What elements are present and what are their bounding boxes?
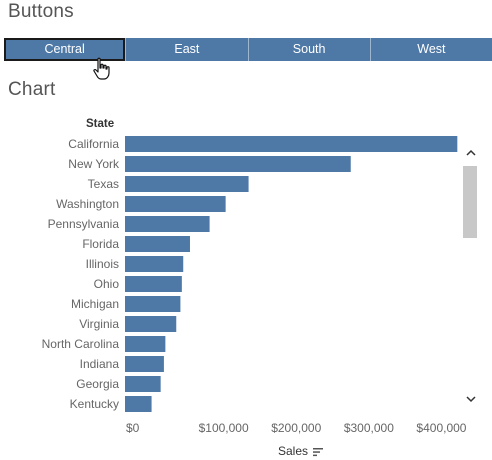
bar-washington[interactable] [125, 196, 226, 212]
bar-north-carolina[interactable] [125, 336, 166, 352]
scrollbar-thumb[interactable] [463, 166, 477, 238]
bar-texas[interactable] [125, 176, 249, 192]
x-axis-title: Sales [278, 444, 324, 458]
x-tick-label: $300,000 [344, 421, 394, 435]
bar-indiana[interactable] [125, 356, 164, 372]
buttons-section-title: Buttons [8, 1, 74, 22]
bar-ohio[interactable] [125, 276, 182, 292]
x-tick-label: $0 [126, 421, 140, 435]
category-axis-header: State [86, 118, 115, 130]
x-axis-title-text: Sales [278, 444, 309, 458]
category-label-texas: Texas [88, 177, 119, 191]
category-label-washington: Washington [56, 197, 119, 211]
category-label-virginia: Virginia [79, 317, 119, 331]
region-button-south[interactable]: South [247, 38, 370, 61]
bar-florida[interactable] [125, 236, 190, 252]
category-label-georgia: Georgia [76, 377, 119, 391]
bar-pennsylvania[interactable] [125, 216, 210, 232]
region-button-west[interactable]: West [369, 38, 492, 61]
category-label-kentucky: Kentucky [70, 397, 119, 411]
category-label-michigan: Michigan [71, 297, 119, 311]
category-label-pennsylvania: Pennsylvania [48, 217, 120, 231]
category-label-north-carolina: North Carolina [42, 337, 120, 351]
category-label-illinois: Illinois [86, 257, 119, 271]
chevron-down-icon[interactable] [466, 390, 476, 403]
x-tick-label: $100,000 [199, 421, 249, 435]
chart-section-title: Chart [8, 79, 56, 100]
chevron-up-icon[interactable] [466, 144, 476, 156]
category-label-california: California [68, 137, 119, 151]
bar-california[interactable] [125, 136, 458, 152]
region-button-east[interactable]: East [125, 38, 247, 61]
bar-new-york[interactable] [125, 156, 351, 172]
x-tick-label: $200,000 [271, 421, 321, 435]
category-label-indiana: Indiana [80, 357, 120, 371]
region-button-central[interactable]: Central [4, 38, 126, 61]
sort-descending-icon[interactable] [312, 446, 324, 457]
hand-pointer-icon [92, 57, 112, 81]
bar-georgia[interactable] [125, 376, 161, 392]
x-tick-label: $400,000 [416, 421, 466, 435]
category-label-new-york: New York [68, 157, 120, 171]
category-label-florida: Florida [82, 237, 119, 251]
category-label-ohio: Ohio [94, 277, 120, 291]
region-button-bar: Central East South West [4, 38, 492, 61]
bar-illinois[interactable] [125, 256, 184, 272]
bar-virginia[interactable] [125, 316, 177, 332]
bar-michigan[interactable] [125, 296, 181, 312]
bar-kentucky[interactable] [125, 396, 152, 412]
